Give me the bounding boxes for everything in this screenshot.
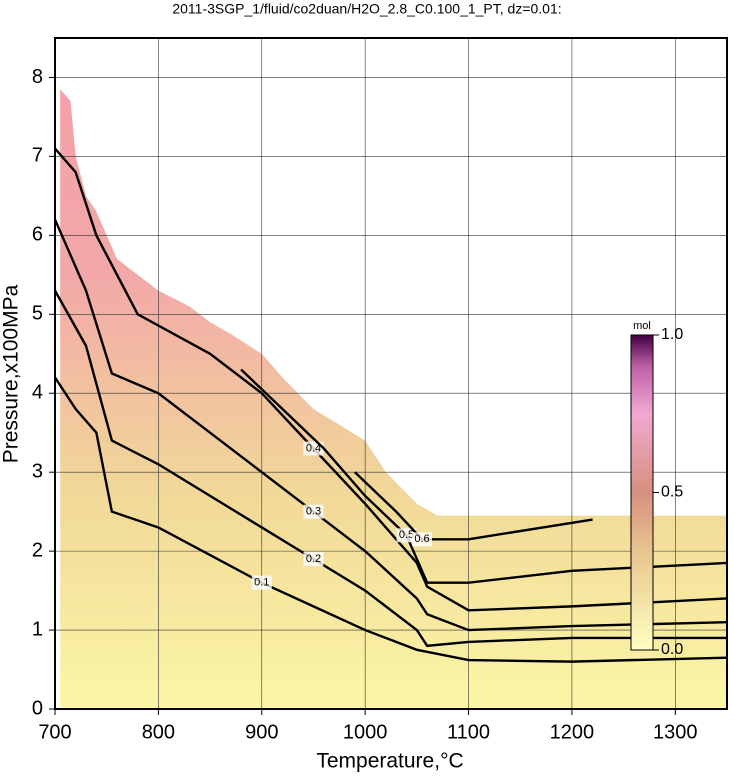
contour-label: 0.3 (306, 506, 321, 518)
colorbar-label: mol (633, 320, 651, 332)
y-tick-label: 7 (32, 145, 43, 167)
contour-label: 0.6 (414, 533, 429, 545)
chart-title: 2011-3SGP_1/fluid/co2duan/H2O_2.8_C0.100… (172, 1, 561, 17)
filled-region (60, 89, 727, 709)
contour-label-bg (303, 504, 324, 519)
contour-label: 0.1 (254, 577, 269, 589)
contour-label-bg (251, 575, 272, 590)
y-tick-label: 4 (32, 382, 43, 404)
y-tick-label: 0 (32, 697, 43, 719)
x-tick-label: 1200 (550, 721, 595, 743)
contour-label-bg (303, 552, 324, 567)
x-tick-label: 1300 (653, 721, 698, 743)
contour-label: 0.4 (306, 442, 321, 454)
colorbar (630, 334, 654, 651)
y-tick-label: 1 (32, 618, 43, 640)
colorbar-tick-label: 1.0 (661, 326, 683, 343)
x-tick-label: 800 (142, 721, 175, 743)
plot-frame (54, 37, 728, 710)
colorbar-tick-label: 0.5 (661, 484, 683, 501)
y-axis-label: Pressure,x100MPa (0, 284, 23, 463)
contour-label-bg (396, 528, 417, 543)
y-tick-label: 5 (32, 303, 43, 325)
contour-label: 0.2 (306, 553, 321, 565)
contour-label: 0.5 (399, 529, 414, 541)
x-tick-label: 700 (38, 721, 71, 743)
x-axis-label: Temperature,°C (316, 750, 463, 773)
colorbar-tick-label: 0.0 (661, 641, 683, 658)
y-tick-label: 8 (32, 66, 43, 88)
x-tick-label: 1100 (447, 721, 490, 743)
y-tick-label: 2 (32, 539, 43, 561)
y-tick-label: 6 (32, 224, 43, 246)
x-tick-label: 900 (245, 721, 278, 743)
y-tick-label: 3 (32, 460, 43, 482)
contour-label-bg (412, 532, 433, 547)
x-tick-label: 1000 (343, 721, 388, 743)
contour-line (54, 147, 728, 612)
